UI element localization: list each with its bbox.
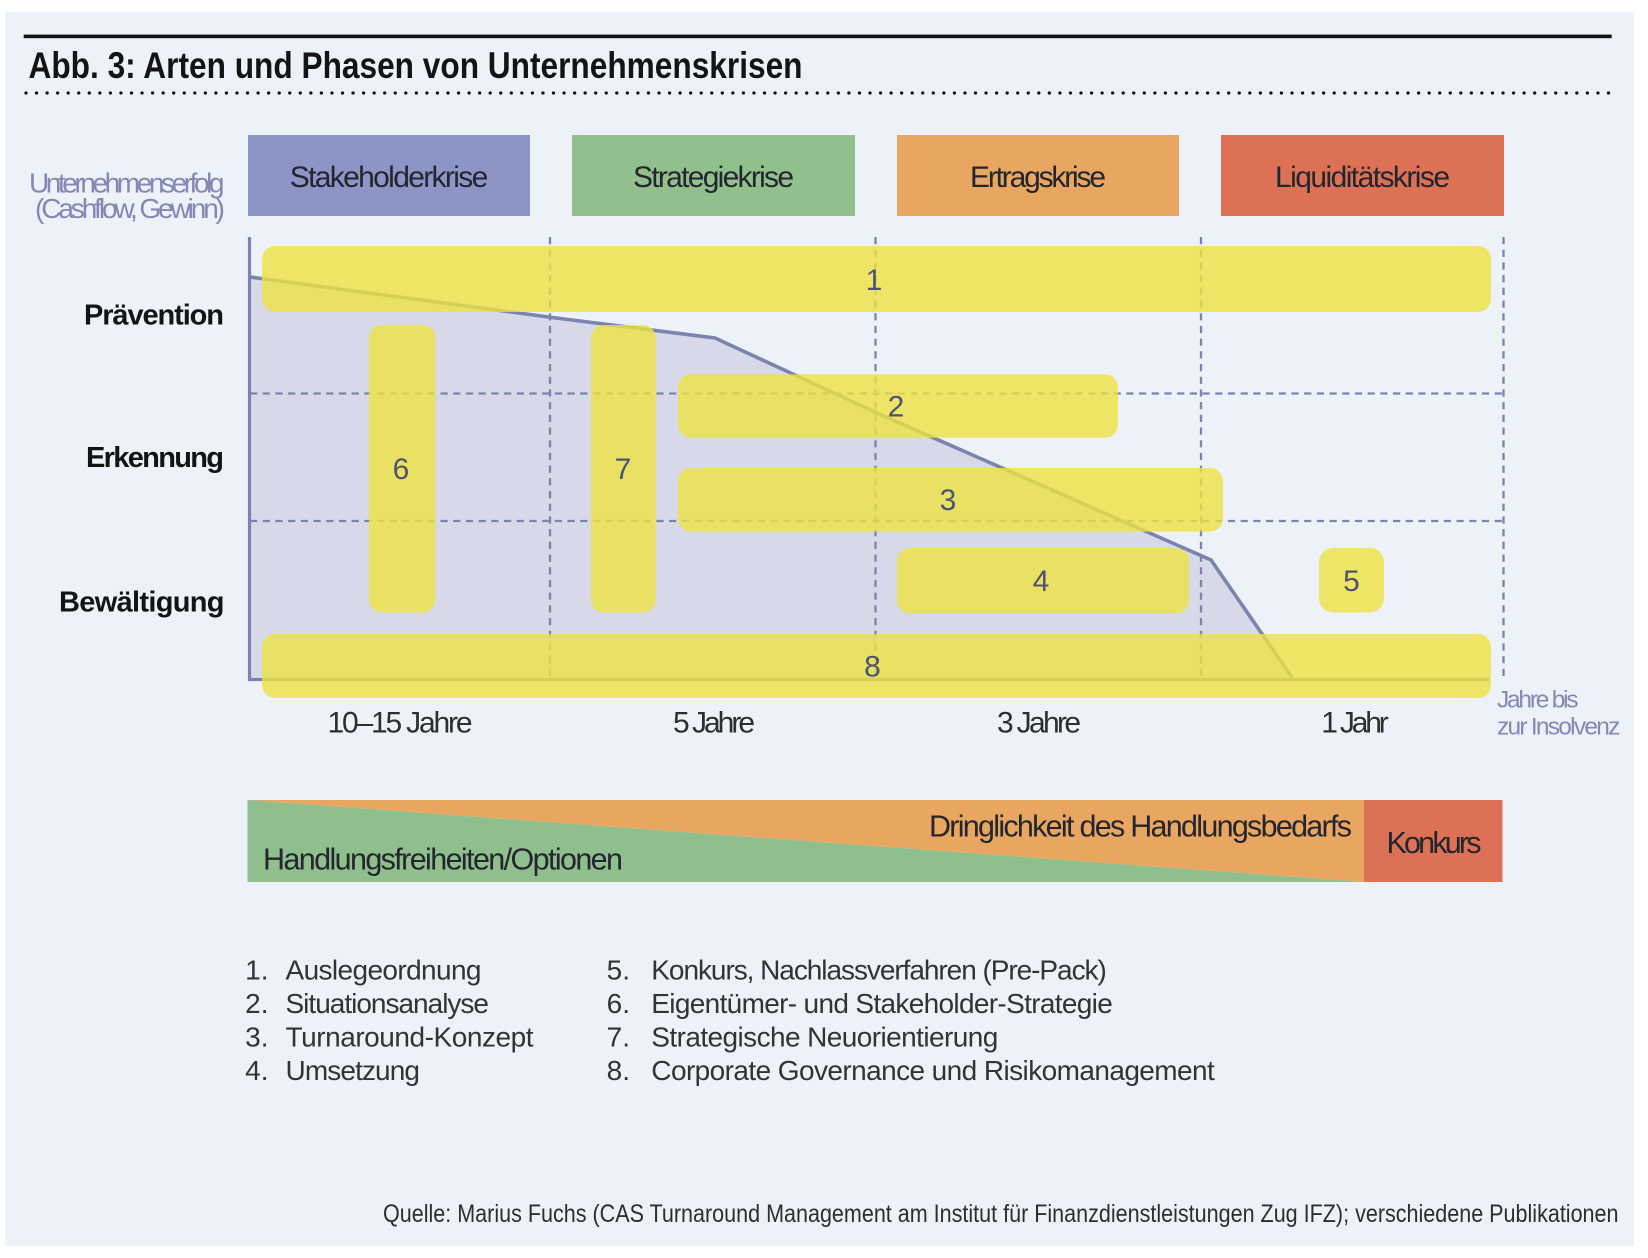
svg-text:Quelle: Marius Fuchs (CAS Turn: Quelle: Marius Fuchs (CAS Turnaround Man…	[383, 1200, 1619, 1228]
svg-text:Prävention: Prävention	[84, 300, 224, 332]
svg-text:Strategische Neuorientierung: Strategische Neuorientierung	[651, 1022, 998, 1053]
svg-text:Unternehmenserfolg: Unternehmenserfolg	[29, 168, 225, 199]
svg-text:zur Insolvenz: zur Insolvenz	[1497, 714, 1620, 741]
svg-text:3: 3	[940, 484, 957, 517]
svg-text:Strategiekrise: Strategiekrise	[633, 161, 794, 194]
svg-text:6.: 6.	[607, 988, 630, 1019]
svg-text:2.: 2.	[245, 988, 268, 1019]
svg-text:5.: 5.	[607, 955, 630, 986]
svg-text:7.: 7.	[607, 1022, 630, 1053]
svg-text:4: 4	[1033, 565, 1050, 598]
svg-text:Corporate Governance und Risik: Corporate Governance und Risikomanagemen…	[651, 1055, 1215, 1086]
svg-text:10–15 Jahre: 10–15 Jahre	[328, 707, 473, 740]
svg-text:Konkurs: Konkurs	[1387, 826, 1482, 860]
svg-text:Dringlichkeit des Handlungsbed: Dringlichkeit des Handlungsbedarfs	[929, 810, 1352, 844]
svg-text:Liquiditätskrise: Liquiditätskrise	[1275, 161, 1450, 194]
svg-text:Stakeholderkrise: Stakeholderkrise	[290, 161, 489, 194]
svg-text:8: 8	[864, 650, 881, 683]
svg-text:Eigentümer- und Stakeholder-St: Eigentümer- und Stakeholder-Strategie	[651, 988, 1113, 1019]
svg-text:5: 5	[1343, 565, 1360, 598]
svg-text:Situationsanalyse: Situationsanalyse	[286, 988, 490, 1019]
svg-text:Ertragskrise: Ertragskrise	[970, 161, 1106, 194]
svg-text:7: 7	[615, 453, 632, 486]
svg-text:Abb. 3: Arten und Phasen von U: Abb. 3: Arten und Phasen von Unternehmen…	[29, 44, 803, 86]
svg-text:Konkurs, Nachlassverfahren (Pr: Konkurs, Nachlassverfahren (Pre-Pack)	[651, 955, 1107, 986]
svg-text:6: 6	[393, 453, 410, 486]
svg-text:Bewältigung: Bewältigung	[59, 587, 225, 619]
svg-text:Jahre bis: Jahre bis	[1497, 687, 1579, 714]
svg-text:8.: 8.	[607, 1055, 630, 1086]
svg-text:Handlungsfreiheiten/Optionen: Handlungsfreiheiten/Optionen	[263, 843, 623, 877]
svg-text:Turnaround-Konzept: Turnaround-Konzept	[286, 1022, 534, 1053]
svg-text:2: 2	[888, 390, 905, 423]
svg-text:Umsetzung: Umsetzung	[286, 1055, 421, 1086]
svg-text:Auslegeordnung: Auslegeordnung	[286, 955, 482, 986]
svg-text:4.: 4.	[245, 1055, 268, 1086]
svg-text:1.: 1.	[245, 955, 268, 986]
svg-text:1: 1	[866, 264, 883, 297]
svg-text:1 Jahr: 1 Jahr	[1321, 707, 1389, 740]
svg-text:(Cashflow, Gewinn): (Cashflow, Gewinn)	[35, 193, 225, 224]
svg-text:3.: 3.	[245, 1022, 268, 1053]
svg-text:3 Jahre: 3 Jahre	[997, 707, 1081, 740]
svg-text:5 Jahre: 5 Jahre	[673, 707, 755, 740]
svg-text:Erkennung: Erkennung	[86, 442, 224, 474]
